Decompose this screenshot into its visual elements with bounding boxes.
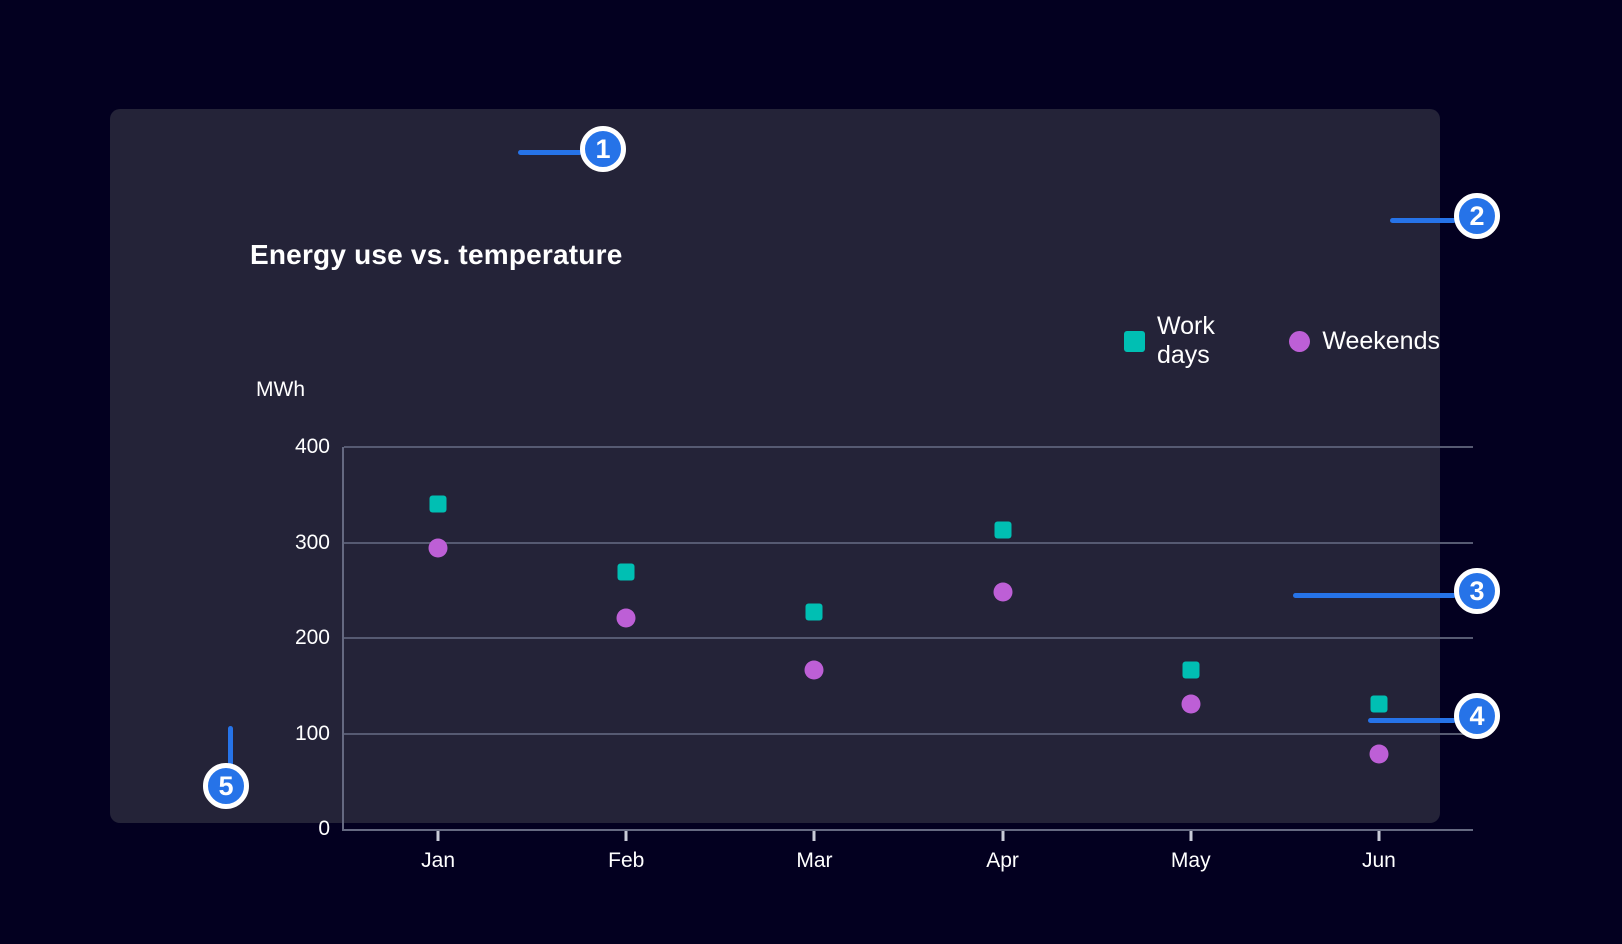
legend-item-weekends: Weekends <box>1289 327 1440 356</box>
annotation-line-4 <box>1368 718 1456 723</box>
y-tick-label-200: 200 <box>294 626 330 649</box>
annotation-line-3 <box>1293 593 1456 598</box>
legend-item-work-days: Work days <box>1124 312 1249 370</box>
x-tick-mark-apr <box>1001 831 1005 841</box>
x-tick-mark-may <box>1189 831 1193 841</box>
y-tick-label-0: 0 <box>318 817 330 840</box>
data-point-work-days-feb <box>617 563 635 581</box>
legend-label-work-days: Work days <box>1157 312 1215 369</box>
data-point-weekends-may <box>1181 694 1201 714</box>
annotation-badge-1: 1 <box>580 126 626 172</box>
annotation-line-5 <box>228 726 233 766</box>
annotation-line-2 <box>1390 218 1456 223</box>
annotation-line-1 <box>518 150 582 155</box>
weekends-circle-marker-icon <box>1289 330 1311 352</box>
work-days-square-marker-icon <box>1124 330 1145 352</box>
x-tick-mark-mar <box>812 831 816 841</box>
gridline-300 <box>344 541 1473 544</box>
data-point-work-days-jan <box>429 495 447 513</box>
x-tick-label-jan: Jan <box>421 849 456 872</box>
x-tick-mark-jun <box>1377 831 1381 841</box>
plot-area: 0 100 200 300 400 Jan Feb Mar Apr May Jun <box>295 435 1473 872</box>
y-tick-label-300: 300 <box>294 530 330 554</box>
data-point-weekends-feb <box>616 608 636 628</box>
data-point-work-days-mar <box>805 603 823 621</box>
y-axis-title: MWh <box>256 378 305 401</box>
data-point-work-days-apr <box>994 521 1012 539</box>
annotation-badge-5: 5 <box>203 763 249 809</box>
data-point-weekends-apr <box>993 582 1013 602</box>
x-tick-label-jun: Jun <box>1361 849 1396 872</box>
x-tick-label-may: May <box>1170 849 1211 872</box>
x-tick-label-apr: Apr <box>986 849 1019 872</box>
x-tick-mark-jan <box>436 831 440 841</box>
y-tick-label-400: 400 <box>294 435 330 458</box>
chart-card: Energy use vs. temperature Work days Wee… <box>110 109 1473 872</box>
legend-label-weekends: Weekends <box>1322 326 1440 355</box>
data-point-weekends-jan <box>428 538 448 558</box>
gridline-200 <box>344 637 1473 639</box>
chart-title: Energy use vs. temperature <box>250 239 623 270</box>
x-tick-label-feb: Feb <box>608 849 645 872</box>
gridline-100 <box>344 732 1473 735</box>
gridline-400 <box>344 446 1473 448</box>
annotation-badge-4: 4 <box>1454 693 1500 739</box>
data-point-work-days-jun <box>1370 695 1388 713</box>
data-point-weekends-mar <box>804 660 824 679</box>
x-tick-label-mar: Mar <box>796 849 833 872</box>
annotation-badge-2: 2 <box>1454 193 1500 239</box>
data-point-work-days-may <box>1182 661 1200 678</box>
legend: Work days Weekends <box>1124 312 1440 370</box>
annotation-badge-3: 3 <box>1454 568 1500 614</box>
x-tick-mark-feb <box>624 831 628 841</box>
data-point-weekends-jun <box>1369 744 1389 764</box>
y-tick-label-100: 100 <box>294 721 330 745</box>
